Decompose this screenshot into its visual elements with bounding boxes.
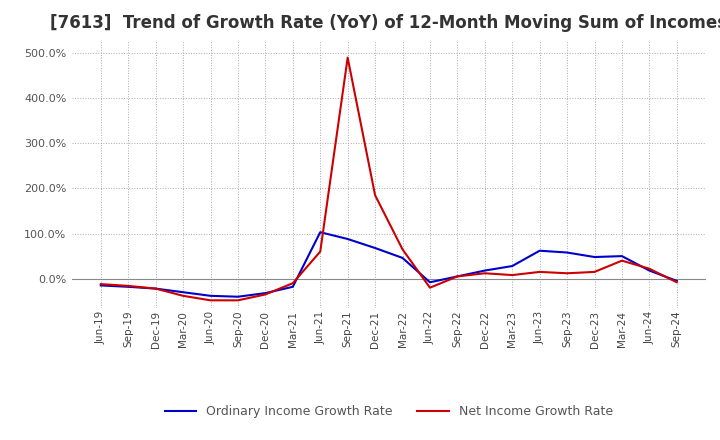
Net Income Growth Rate: [672, 280, 681, 285]
Net Income Growth Rate: [618, 258, 626, 263]
Net Income Growth Rate: [371, 193, 379, 198]
Title: [7613]  Trend of Growth Rate (YoY) of 12-Month Moving Sum of Incomes: [7613] Trend of Growth Rate (YoY) of 12-…: [50, 15, 720, 33]
Ordinary Income Growth Rate: [453, 274, 462, 279]
Ordinary Income Growth Rate: [289, 284, 297, 290]
Ordinary Income Growth Rate: [371, 246, 379, 251]
Ordinary Income Growth Rate: [426, 280, 434, 285]
Ordinary Income Growth Rate: [645, 268, 654, 273]
Ordinary Income Growth Rate: [536, 248, 544, 253]
Net Income Growth Rate: [398, 247, 407, 252]
Net Income Growth Rate: [645, 266, 654, 271]
Net Income Growth Rate: [289, 281, 297, 286]
Net Income Growth Rate: [536, 269, 544, 275]
Net Income Growth Rate: [426, 285, 434, 290]
Net Income Growth Rate: [261, 292, 270, 297]
Net Income Growth Rate: [480, 271, 489, 276]
Ordinary Income Growth Rate: [206, 293, 215, 298]
Ordinary Income Growth Rate: [590, 254, 599, 260]
Line: Ordinary Income Growth Rate: Ordinary Income Growth Rate: [101, 232, 677, 297]
Net Income Growth Rate: [124, 283, 132, 289]
Ordinary Income Growth Rate: [124, 284, 132, 290]
Ordinary Income Growth Rate: [261, 290, 270, 296]
Net Income Growth Rate: [206, 298, 215, 303]
Net Income Growth Rate: [453, 274, 462, 279]
Net Income Growth Rate: [590, 269, 599, 275]
Ordinary Income Growth Rate: [96, 283, 105, 288]
Ordinary Income Growth Rate: [179, 290, 187, 295]
Line: Net Income Growth Rate: Net Income Growth Rate: [101, 58, 677, 301]
Net Income Growth Rate: [96, 282, 105, 287]
Net Income Growth Rate: [563, 271, 572, 276]
Net Income Growth Rate: [179, 293, 187, 298]
Ordinary Income Growth Rate: [618, 253, 626, 259]
Net Income Growth Rate: [151, 286, 160, 291]
Ordinary Income Growth Rate: [316, 230, 325, 235]
Ordinary Income Growth Rate: [563, 250, 572, 255]
Ordinary Income Growth Rate: [233, 294, 242, 299]
Legend: Ordinary Income Growth Rate, Net Income Growth Rate: Ordinary Income Growth Rate, Net Income …: [160, 400, 618, 423]
Ordinary Income Growth Rate: [343, 236, 352, 242]
Ordinary Income Growth Rate: [480, 268, 489, 273]
Net Income Growth Rate: [233, 298, 242, 303]
Net Income Growth Rate: [508, 272, 516, 278]
Ordinary Income Growth Rate: [508, 264, 516, 269]
Net Income Growth Rate: [343, 55, 352, 60]
Ordinary Income Growth Rate: [672, 278, 681, 283]
Ordinary Income Growth Rate: [151, 286, 160, 291]
Net Income Growth Rate: [316, 249, 325, 254]
Ordinary Income Growth Rate: [398, 255, 407, 260]
